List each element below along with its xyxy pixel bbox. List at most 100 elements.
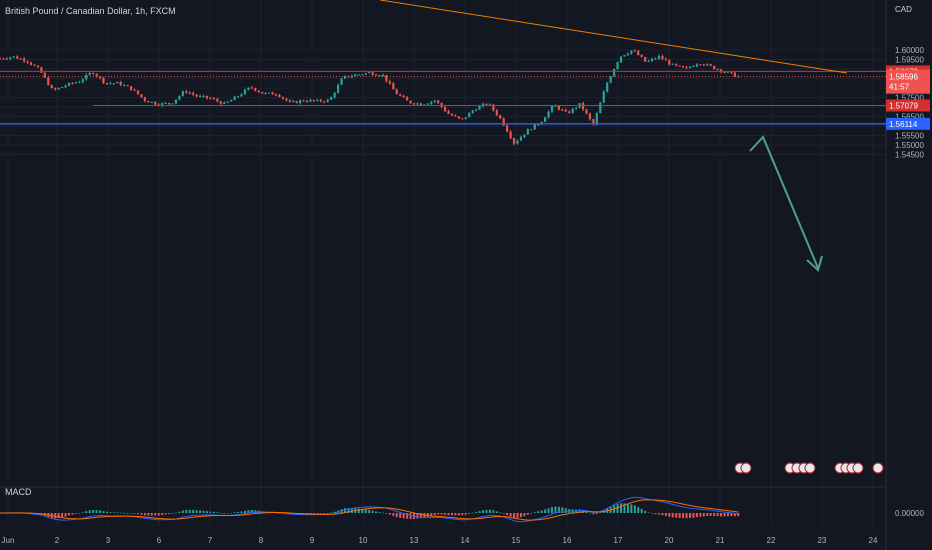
candle-body: [416, 103, 419, 105]
macd-histogram-bar: [537, 511, 540, 513]
candle-body: [123, 85, 126, 87]
macd-histogram-bar: [164, 513, 167, 515]
candle-body: [154, 101, 157, 105]
macd-histogram-bar: [126, 512, 129, 514]
candle-body: [723, 71, 726, 73]
macd-zero-label: 0.00000: [895, 509, 924, 518]
candle-body: [571, 108, 574, 113]
candle-body: [526, 129, 529, 135]
macd-histogram-bar: [143, 513, 146, 516]
candle-body: [354, 74, 357, 77]
macd-histogram-bar: [361, 509, 364, 513]
candle-body: [509, 131, 512, 139]
candle-body: [67, 82, 71, 86]
candle-body: [388, 81, 391, 84]
candle-body: [323, 101, 326, 103]
macd-histogram-bar: [147, 513, 150, 516]
candle-body: [74, 82, 77, 84]
macd-histogram-bar: [585, 511, 588, 513]
candle-body: [575, 107, 578, 109]
candle-body: [544, 117, 547, 122]
macd-histogram-bar: [92, 509, 95, 513]
macd-histogram-bar: [626, 503, 629, 513]
macd-histogram-bar: [716, 513, 719, 517]
level-price-badge: [886, 117, 930, 130]
candle-body: [519, 137, 523, 141]
candle-body: [506, 125, 509, 132]
candle-body: [702, 64, 705, 66]
candle-body: [50, 85, 53, 89]
macd-histogram-bar: [461, 513, 464, 516]
candle-body: [464, 117, 467, 119]
candle-body: [0, 58, 2, 60]
candle-body: [133, 89, 136, 91]
x-tick-label: 13: [410, 536, 419, 545]
macd-histogram-bar: [209, 511, 212, 513]
macd-histogram-bar: [440, 513, 443, 515]
candle-body: [430, 101, 433, 104]
macd-histogram-bar: [309, 513, 312, 514]
candle-body: [395, 89, 398, 95]
y-tick-label: 1.55500: [895, 132, 924, 141]
level-price-label: 1.56114: [889, 120, 918, 129]
candle-body: [709, 64, 712, 66]
candle-body: [288, 100, 291, 102]
macd-histogram-bar: [637, 507, 640, 513]
candle-body: [195, 94, 198, 97]
macd-histogram-bar: [654, 513, 657, 515]
candle-body: [568, 111, 571, 113]
macd-histogram-bar: [720, 513, 723, 517]
macd-histogram-bar: [378, 512, 381, 513]
candle-body: [368, 72, 371, 74]
macd-histogram-bar: [651, 513, 654, 514]
candle-body: [143, 97, 146, 102]
candle-body: [716, 69, 719, 71]
macd-histogram-bar: [588, 512, 591, 514]
candle-body: [461, 118, 464, 120]
candle-body: [719, 69, 723, 72]
level-price-badge: [886, 99, 930, 112]
macd-histogram-bar: [223, 513, 226, 514]
macd-histogram-bar: [99, 510, 102, 513]
macd-histogram-bar: [726, 513, 729, 517]
event-flag-icon: [852, 462, 864, 474]
candle-body: [495, 110, 498, 116]
macd-histogram-bar: [278, 513, 281, 514]
macd-histogram-bar: [102, 511, 105, 513]
macd-histogram-bar: [323, 513, 326, 514]
x-tick-label: 10: [359, 536, 368, 545]
candle-body: [599, 102, 602, 114]
y-tick-label: 1.60000: [895, 46, 924, 55]
candle-body: [647, 60, 650, 62]
macd-histogram-bar: [633, 505, 636, 513]
macd-histogram-bar: [247, 510, 250, 513]
macd-histogram-bar: [364, 509, 367, 513]
candle-body: [112, 83, 115, 85]
macd-histogram-bar: [592, 513, 595, 515]
macd-histogram-bar: [661, 513, 664, 516]
macd-histogram-bar: [192, 509, 195, 513]
macd-histogram-bar: [185, 510, 188, 513]
candle-body: [78, 81, 81, 83]
macd-histogram-bar: [540, 510, 543, 513]
candle-body: [57, 87, 60, 90]
candle-body: [619, 56, 623, 63]
candle-body: [406, 97, 409, 101]
candle-body: [516, 140, 519, 144]
candle-body: [161, 103, 164, 106]
candle-body: [302, 100, 305, 102]
candle-body: [581, 103, 585, 110]
macd-histogram-bar: [109, 512, 112, 513]
macd-histogram-bar: [133, 513, 136, 514]
x-tick-label: 7: [208, 536, 213, 545]
macd-histogram-bar: [375, 511, 378, 513]
macd-histogram-bar: [371, 510, 374, 513]
candle-body: [412, 103, 416, 105]
candle-body: [595, 113, 598, 125]
candle-body: [692, 66, 695, 68]
candle-body: [81, 79, 84, 82]
x-tick-label: 9: [310, 536, 315, 545]
candle-body: [682, 66, 685, 68]
candle-body: [378, 75, 381, 77]
candle-body: [381, 75, 385, 77]
